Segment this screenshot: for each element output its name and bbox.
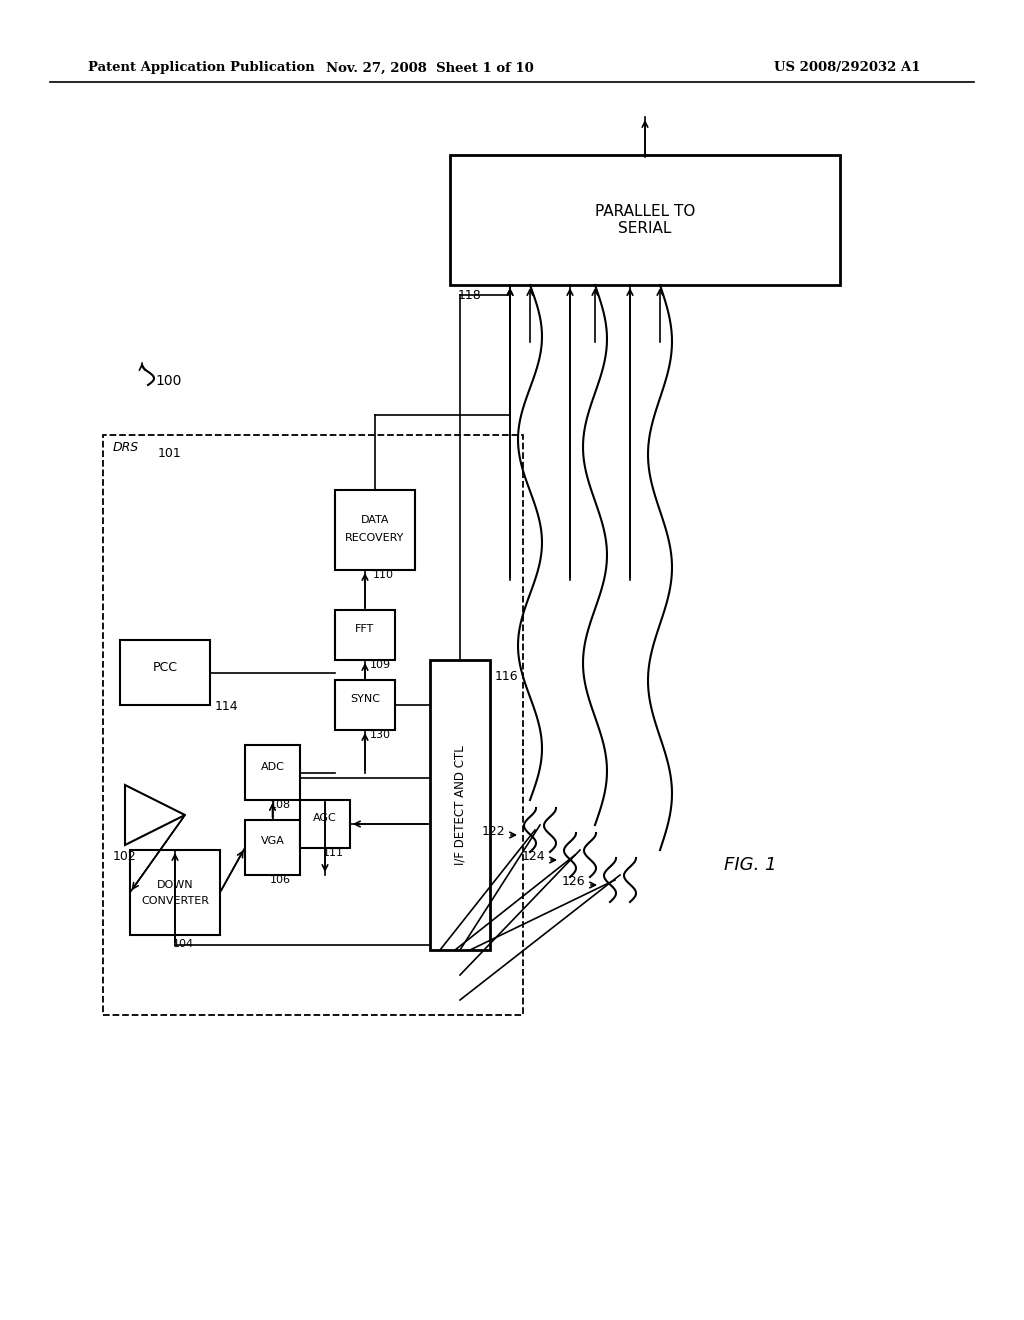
- Text: DOWN: DOWN: [157, 879, 194, 890]
- Text: FIG. 1: FIG. 1: [724, 855, 776, 874]
- Bar: [335, 490, 415, 570]
- Bar: [245, 820, 300, 875]
- Text: 114: 114: [215, 700, 239, 713]
- Text: 106: 106: [270, 875, 291, 884]
- Text: 122: 122: [481, 825, 505, 838]
- Text: FFT: FFT: [355, 624, 375, 634]
- Text: Nov. 27, 2008  Sheet 1 of 10: Nov. 27, 2008 Sheet 1 of 10: [326, 62, 534, 74]
- Bar: [245, 744, 300, 800]
- Text: Patent Application Publication: Patent Application Publication: [88, 62, 314, 74]
- Text: 100: 100: [155, 374, 181, 388]
- Bar: [335, 610, 395, 660]
- Bar: [430, 660, 490, 950]
- Text: 101: 101: [158, 447, 181, 459]
- Text: CONVERTER: CONVERTER: [141, 895, 209, 906]
- Text: 111: 111: [323, 847, 343, 858]
- Text: ADC: ADC: [260, 762, 285, 771]
- Bar: [335, 680, 395, 730]
- Text: 130: 130: [370, 730, 390, 741]
- Text: VGA: VGA: [260, 837, 285, 846]
- Text: 109: 109: [370, 660, 390, 671]
- Bar: [300, 800, 350, 847]
- Text: 104: 104: [172, 939, 194, 949]
- Text: PCC: PCC: [153, 661, 177, 675]
- Text: DRS: DRS: [113, 441, 139, 454]
- Text: 126: 126: [561, 875, 585, 888]
- Text: 116: 116: [495, 671, 518, 682]
- Text: DATA: DATA: [360, 515, 389, 525]
- Bar: [130, 850, 220, 935]
- Text: 108: 108: [270, 800, 291, 810]
- Text: 102: 102: [113, 850, 137, 863]
- Text: PARALLEL TO
SERIAL: PARALLEL TO SERIAL: [595, 203, 695, 236]
- Text: US 2008/292032 A1: US 2008/292032 A1: [773, 62, 920, 74]
- Text: 124: 124: [521, 850, 545, 863]
- Text: 110: 110: [373, 570, 393, 579]
- Text: I/F DETECT AND CTL: I/F DETECT AND CTL: [454, 744, 467, 865]
- Text: RECOVERY: RECOVERY: [345, 533, 404, 543]
- Text: 118: 118: [458, 289, 481, 302]
- Bar: [120, 640, 210, 705]
- Text: SYNC: SYNC: [350, 694, 380, 704]
- Bar: [103, 436, 523, 1015]
- Text: AGC: AGC: [313, 813, 337, 822]
- Bar: [450, 154, 840, 285]
